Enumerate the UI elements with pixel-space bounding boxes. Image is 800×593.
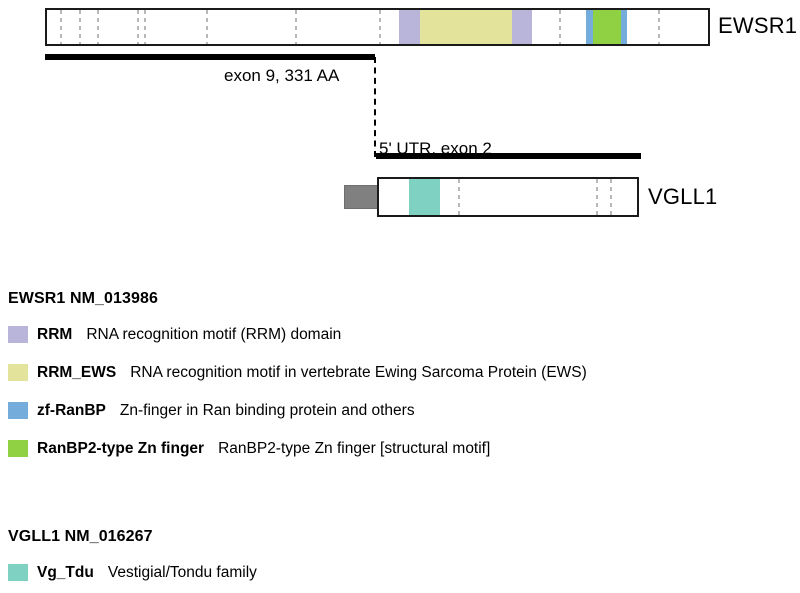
exon-boundary-tick: [457, 179, 460, 215]
ewsr1-protein-bar: [45, 8, 710, 46]
exon-boundary-tick: [78, 10, 81, 44]
legend-color-swatch: [8, 440, 28, 457]
exon-boundary-tick: [559, 10, 562, 44]
ewsr1-exon-span-bar: [45, 54, 375, 60]
legend-term: zf-RanBP: [37, 402, 106, 419]
vgll1-protein-bar: [377, 177, 639, 217]
breakpoint-connector-line: [374, 57, 376, 157]
legend-term: RRM: [37, 326, 73, 343]
domain-block-rrm-ews: [419, 10, 513, 44]
legend-description: Zn-finger in Ran binding protein and oth…: [119, 402, 415, 419]
legend-color-swatch: [8, 402, 28, 419]
legend-term: RRM_EWS: [37, 364, 117, 381]
vgll1-utr-block: [344, 185, 380, 209]
vgll1-gene-label: VGLL1: [648, 184, 718, 209]
legend-description: Vestigial/Tondu family: [107, 564, 257, 581]
legend-heading-vgll1: VGLL1 NM_016267: [8, 528, 153, 545]
exon-boundary-tick: [609, 179, 612, 215]
legend-row: Vg_Tdu Vestigial/Tondu family: [8, 563, 257, 582]
legend-color-swatch: [8, 564, 28, 581]
domain-block-rrm: [512, 10, 533, 44]
legend-description: RNA recognition motif (RRM) domain: [86, 326, 342, 343]
domain-block-rrm: [398, 10, 420, 44]
legend-row: RRM RNA recognition motif (RRM) domain: [8, 325, 341, 344]
exon-boundary-tick: [595, 179, 598, 215]
legend-description: RanBP2-type Zn finger [structural motif]: [218, 440, 491, 457]
exon-boundary-tick: [136, 10, 139, 44]
legend-color-swatch: [8, 326, 28, 343]
exon-boundary-tick: [294, 10, 297, 44]
legend-heading-ewsr1: EWSR1 NM_013986: [8, 290, 159, 307]
ewsr1-exon-caption: exon 9, 331 AA: [224, 66, 340, 85]
exon-boundary-tick: [378, 10, 381, 44]
legend-term: Vg_Tdu: [37, 564, 94, 581]
legend-row: zf-RanBP Zn-finger in Ran binding protein…: [8, 401, 415, 420]
exon-boundary-tick: [96, 10, 99, 44]
exon-boundary-tick: [143, 10, 146, 44]
legend-row: RanBP2-type Zn finger RanBP2-type Zn fing…: [8, 439, 490, 458]
ewsr1-gene-label: EWSR1: [718, 13, 798, 38]
vgll1-utr-span-bar: [376, 153, 641, 159]
legend-color-swatch: [8, 364, 28, 381]
domain-block-ranbp2-type-zn-finger: [592, 10, 621, 44]
legend-description: RNA recognition motif in vertebrate Ewin…: [130, 364, 587, 381]
legend-row: RRM_EWS RNA recognition motif in vertebra…: [8, 363, 587, 382]
exon-boundary-tick: [206, 10, 209, 44]
exon-boundary-tick: [657, 10, 660, 44]
exon-boundary-tick: [60, 10, 63, 44]
domain-block-vg-tdu: [408, 179, 440, 215]
legend-term: RanBP2-type Zn finger: [37, 440, 205, 457]
